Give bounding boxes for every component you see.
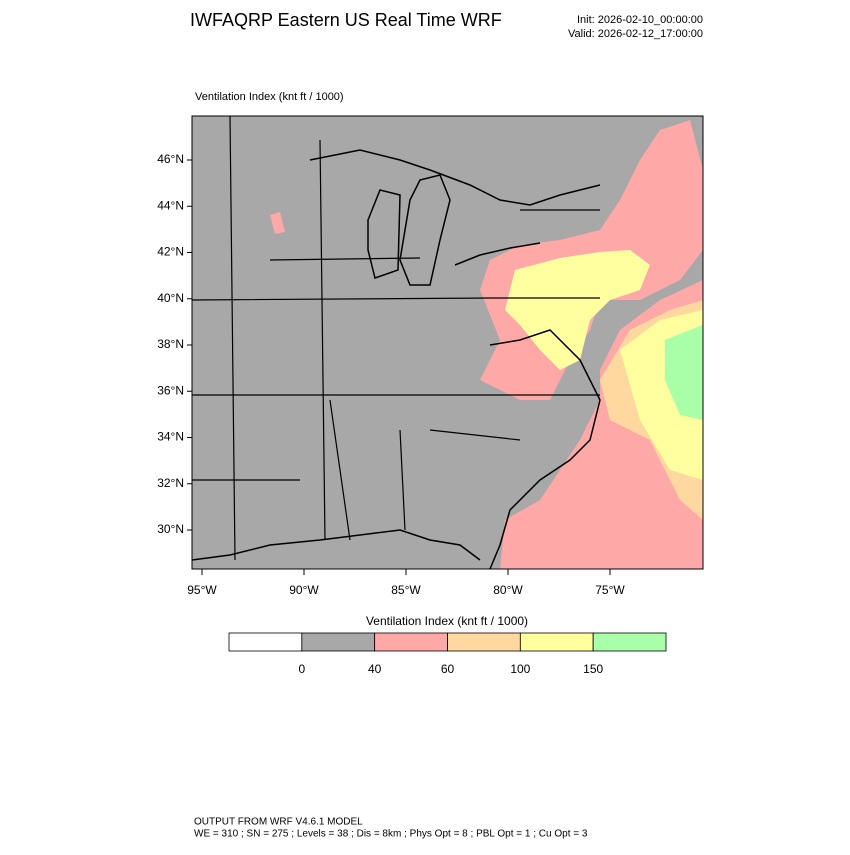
lat-label: 44°N bbox=[157, 198, 184, 212]
colorbar-tick-label: 40 bbox=[368, 662, 382, 676]
footer-line: OUTPUT FROM WRF V4.6.1 MODEL bbox=[194, 817, 363, 828]
colorbar-box bbox=[519, 632, 594, 652]
land-pink-small bbox=[270, 212, 285, 234]
lon-label: 80°W bbox=[493, 583, 523, 597]
lat-label: 30°N bbox=[157, 522, 184, 536]
colorbar-tick-label: 150 bbox=[583, 662, 603, 676]
lon-label: 90°W bbox=[289, 583, 319, 597]
coastlines bbox=[191, 149, 601, 570]
title: IWFAQRP Eastern US Real Time WRF bbox=[190, 10, 502, 30]
colorbar-box bbox=[228, 632, 303, 652]
map bbox=[191, 115, 704, 570]
state-borders bbox=[191, 115, 600, 561]
lat-label: 34°N bbox=[157, 430, 184, 444]
init-time: Init: 2026-02-10_00:00:00 bbox=[577, 14, 703, 26]
colorbar-tick-label: 100 bbox=[510, 662, 530, 676]
colorbar: 0 40 60 100 150 bbox=[228, 632, 667, 676]
lon-label: 75°W bbox=[595, 583, 625, 597]
colorbar-box bbox=[301, 632, 376, 652]
lon-label: 95°W bbox=[187, 583, 217, 597]
colorbar-box bbox=[447, 632, 521, 652]
lon-label: 85°W bbox=[391, 583, 421, 597]
footer-line: WE = 310 ; SN = 275 ; Levels = 38 ; Dis … bbox=[194, 829, 588, 840]
map-title: Ventilation Index (knt ft / 1000) bbox=[195, 91, 344, 103]
lat-label: 42°N bbox=[157, 245, 184, 259]
land-yellow bbox=[505, 250, 650, 370]
lat-label: 46°N bbox=[157, 152, 184, 166]
axes: 46°N 44°N 42°N 40°N 38°N 36°N 34°N 32°N 30°N 95°W… bbox=[157, 152, 625, 597]
ocean-green bbox=[665, 325, 703, 420]
lat-label: 38°N bbox=[157, 337, 184, 351]
map-frame bbox=[191, 115, 704, 570]
colorbar-box bbox=[592, 632, 667, 652]
colorbar-tick-label: 0 bbox=[298, 662, 305, 676]
lat-label: 40°N bbox=[157, 291, 184, 305]
colorbar-title: Ventilation Index (knt ft / 1000) bbox=[366, 614, 528, 628]
lat-label: 32°N bbox=[157, 476, 184, 490]
lat-label: 36°N bbox=[157, 383, 184, 397]
valid-time: Valid: 2026-02-12_17:00:00 bbox=[568, 28, 703, 40]
colorbar-tick-label: 60 bbox=[441, 662, 455, 676]
colorbar-box bbox=[374, 632, 448, 652]
